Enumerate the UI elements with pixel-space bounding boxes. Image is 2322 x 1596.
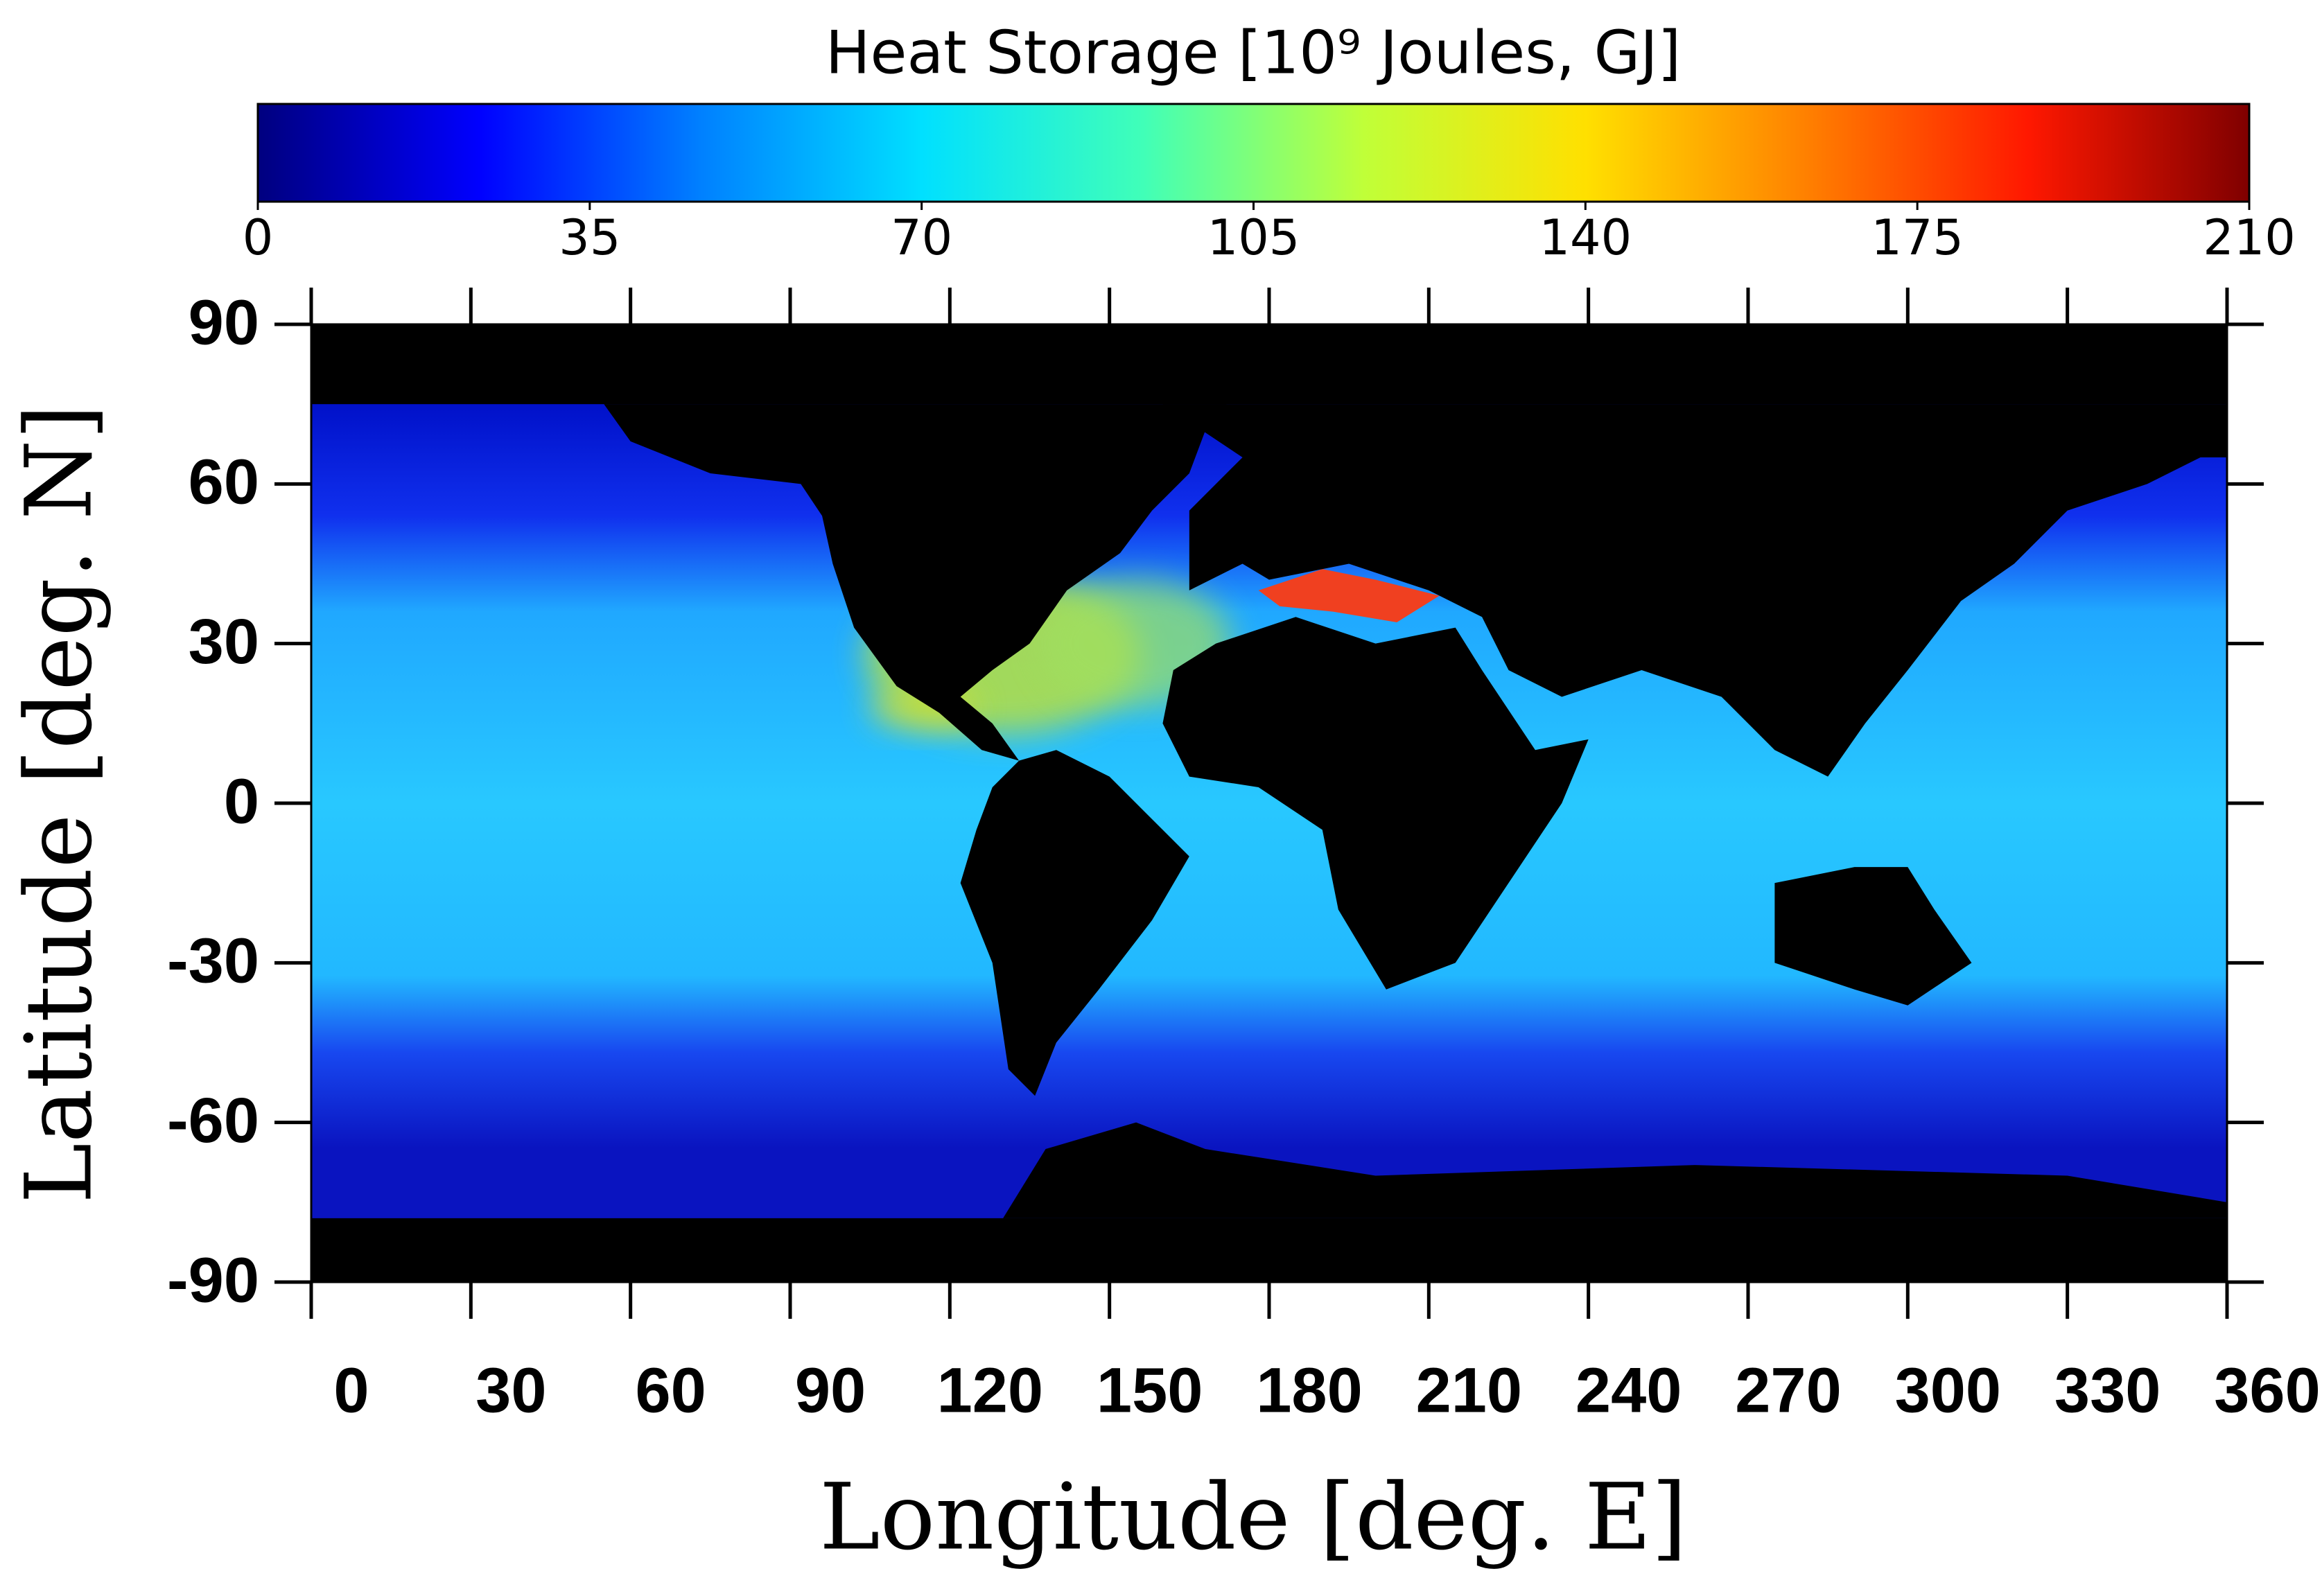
y-tick-label: -30 <box>167 926 259 997</box>
land <box>1774 867 1972 1006</box>
land <box>604 404 1227 761</box>
land <box>1162 617 1589 990</box>
colorbar-title: Heat Storage [10⁹ Joules, GJ] <box>826 18 1681 87</box>
colorbar-tick-label: 35 <box>559 209 620 266</box>
y-tick-label: 90 <box>189 287 259 358</box>
x-tick-label: 60 <box>635 1355 706 1426</box>
x-tick-label: 240 <box>1575 1355 1682 1426</box>
x-tick-label: 120 <box>937 1355 1044 1426</box>
land <box>311 324 2227 405</box>
colorbar-tick-label: 105 <box>1207 209 1300 266</box>
colorbar-tick-label: 140 <box>1539 209 1632 266</box>
y-axis-label: Latitude [deg. N] <box>6 404 113 1204</box>
y-tick-label: 60 <box>189 447 259 518</box>
land <box>960 750 1189 1096</box>
colorbar-tick-label: 210 <box>2203 209 2296 266</box>
map <box>311 324 2227 1282</box>
x-tick-label: 330 <box>2054 1355 2161 1426</box>
y-tick-label: 30 <box>189 606 259 677</box>
colorbar-tick-label: 0 <box>243 209 274 266</box>
colorbar <box>256 103 2251 203</box>
x-tick-label: 90 <box>795 1355 866 1426</box>
land <box>1003 1122 2227 1218</box>
x-tick-label: 300 <box>1895 1355 2002 1426</box>
colorbar-tick-label: 175 <box>1871 209 1964 266</box>
x-tick-label: 0 <box>333 1355 369 1426</box>
x-tick-label: 270 <box>1735 1355 1842 1426</box>
x-tick-label: 360 <box>2214 1355 2321 1426</box>
x-tick-label: 210 <box>1416 1355 1523 1426</box>
y-tick-label: 0 <box>224 766 259 836</box>
x-tick-label: 30 <box>475 1355 546 1426</box>
x-axis-label: Longitude [deg. E] <box>819 1464 1687 1571</box>
mediterranean <box>1258 569 1440 622</box>
colorbar-tick-label: 70 <box>891 209 952 266</box>
y-tick-label: -60 <box>167 1085 259 1156</box>
x-tick-label: 180 <box>1256 1355 1363 1426</box>
y-tick-label: -90 <box>167 1245 259 1315</box>
x-tick-label: 150 <box>1097 1355 1203 1426</box>
land <box>311 1218 2227 1282</box>
land <box>1162 404 2227 777</box>
